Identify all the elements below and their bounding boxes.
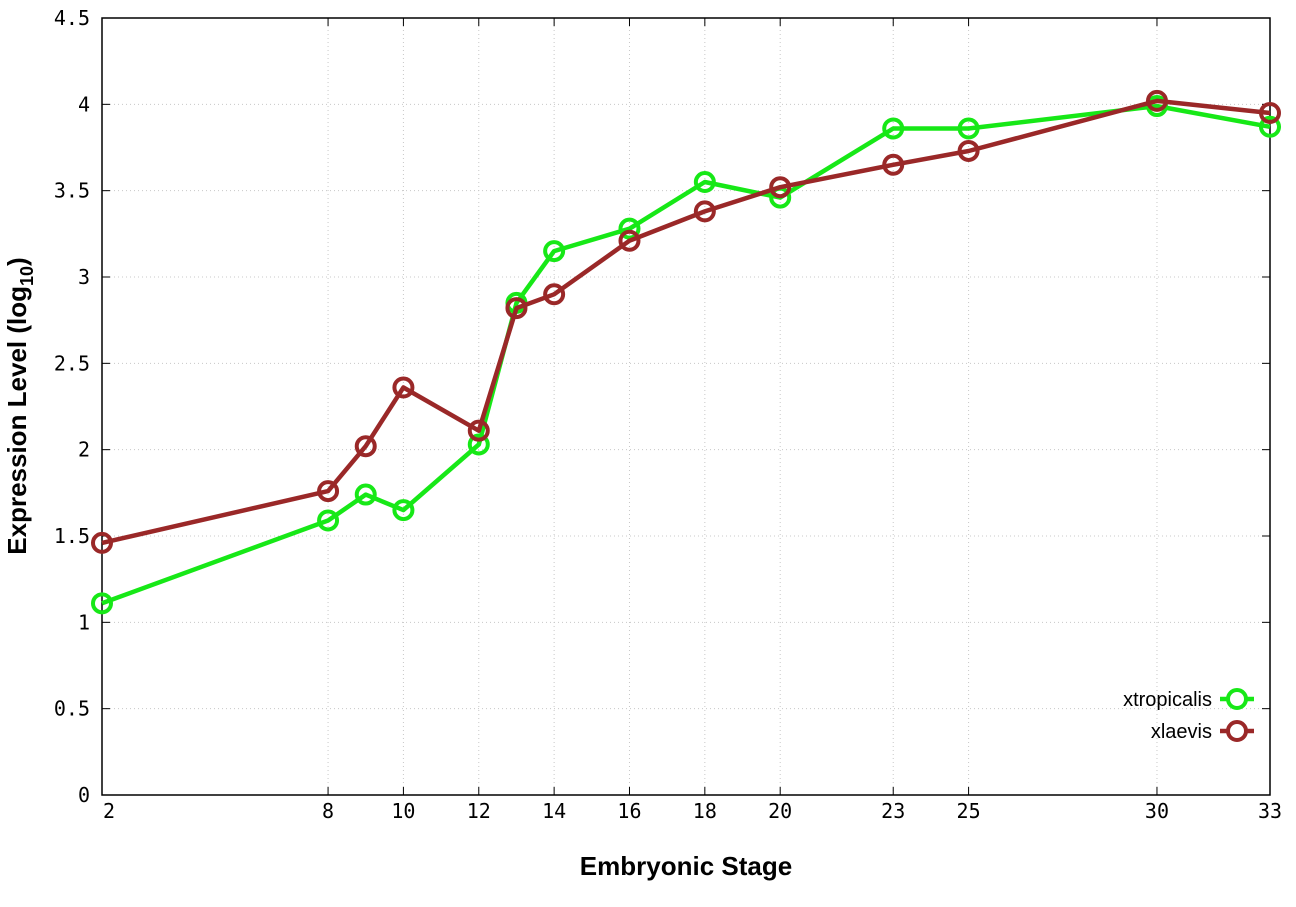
data-point-xtropicalis <box>543 240 566 263</box>
data-point-xtropicalis <box>618 217 641 240</box>
legend-label-xlaevis: xlaevis <box>1151 721 1212 743</box>
y-tick-label: 2.5 <box>54 351 90 375</box>
data-point-xlaevis <box>505 297 528 320</box>
y-tick-label: 2 <box>78 438 90 462</box>
legend-marker-xtropicalis <box>1226 688 1248 710</box>
x-tick-label: 2 <box>103 799 115 823</box>
legend-marker-xlaevis <box>1226 720 1248 742</box>
data-point-xlaevis <box>392 376 415 399</box>
data-point-xtropicalis <box>317 509 340 532</box>
data-point-xlaevis <box>1259 101 1281 124</box>
x-tick-label: 18 <box>693 799 717 823</box>
data-point-xlaevis <box>354 435 377 458</box>
y-tick-label: 3 <box>78 265 90 289</box>
y-tick-label: 1.5 <box>54 524 90 548</box>
data-point-xtropicalis <box>693 171 716 194</box>
y-axis-title: Expression Level (log10) <box>2 257 37 554</box>
data-point-xlaevis <box>769 176 792 199</box>
x-axis-title: Embryonic Stage <box>580 851 792 881</box>
plot-frame <box>101 17 1271 796</box>
series-xtropicalis <box>91 95 1281 615</box>
data-point-xlaevis <box>882 153 905 176</box>
y-tick-label: 0.5 <box>54 697 90 721</box>
series-xlaevis <box>91 89 1281 554</box>
data-point-xlaevis <box>91 531 113 554</box>
y-tick-label: 4.5 <box>54 6 90 30</box>
y-tick-label: 3.5 <box>54 179 90 203</box>
x-tick-label: 12 <box>467 799 491 823</box>
x-tick-label: 10 <box>391 799 415 823</box>
data-point-xlaevis <box>618 229 641 252</box>
data-point-xlaevis <box>543 283 566 306</box>
grid <box>102 18 1270 795</box>
y-axis-title-subscript: 10 <box>17 266 37 286</box>
x-tick-label: 33 <box>1258 799 1282 823</box>
x-tick-label: 14 <box>542 799 566 823</box>
data-point-xlaevis <box>467 419 490 442</box>
data-point-xtropicalis <box>392 499 415 522</box>
series-layer <box>91 89 1281 615</box>
data-point-xtropicalis <box>1259 115 1281 138</box>
series-line-xlaevis <box>101 98 1271 546</box>
data-point-xtropicalis <box>354 483 377 506</box>
x-tick-label: 16 <box>617 799 641 823</box>
x-tick-label: 8 <box>322 799 334 823</box>
data-point-xtropicalis <box>882 117 905 140</box>
x-tick-label: 20 <box>768 799 792 823</box>
data-point-xlaevis <box>693 200 716 223</box>
data-point-xtropicalis <box>957 117 980 140</box>
data-point-xlaevis <box>1145 89 1168 112</box>
data-point-xlaevis <box>957 139 980 162</box>
legend-label-xtropicalis: xtropicalis <box>1123 689 1212 711</box>
x-tick-label: 25 <box>957 799 981 823</box>
x-tick-label: 23 <box>881 799 905 823</box>
y-tick-label: 4 <box>78 92 90 116</box>
series-line-xtropicalis <box>101 103 1271 606</box>
y-tick-label: 1 <box>78 610 90 634</box>
y-tick-label: 0 <box>78 783 90 807</box>
y-axis-title-main: Expression Level (log <box>2 286 32 555</box>
data-point-xtropicalis <box>467 433 490 456</box>
legend: xtropicalis xlaevis <box>1123 688 1254 743</box>
y-axis-title-close: ) <box>2 257 32 266</box>
x-tick-label: 30 <box>1145 799 1169 823</box>
axis-ticks: 0 0.5 1 1.5 2 2.5 3 3.5 4 4.5 2 8 10 12 14 16 18 20 23 25 30… <box>54 6 1282 823</box>
data-point-xlaevis <box>317 480 340 503</box>
data-point-xtropicalis <box>91 592 113 615</box>
